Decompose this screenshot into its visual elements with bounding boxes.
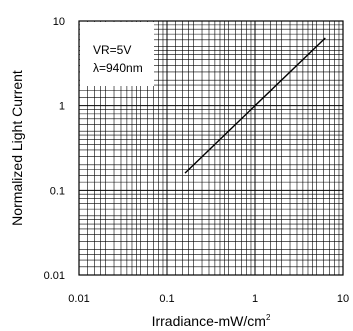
x-tick-label: 1 <box>252 293 258 305</box>
x-tick-labels: 0.01 0.1 1 10 <box>68 293 349 305</box>
y-tick-label: 0.1 <box>50 185 65 197</box>
y-tick-label: 0.01 <box>44 270 65 282</box>
x-axis-title: Irradiance-mW/cm2 <box>152 313 271 329</box>
series-line-0 <box>184 37 326 174</box>
x-tick-label: 0.1 <box>159 293 174 305</box>
plot-frame <box>78 20 344 276</box>
series-group <box>184 37 326 174</box>
x-tick-label: 10 <box>337 293 349 305</box>
y-tick-labels: 0.01 0.1 1 10 <box>44 16 65 282</box>
y-axis-title: Normalized Light Current <box>9 70 25 226</box>
x-axis-title-superscript: 2 <box>266 313 271 322</box>
annotation-wavelength: λ=940nm <box>93 61 143 75</box>
annotation-box <box>80 22 154 86</box>
y-tick-label: 10 <box>53 16 65 28</box>
annotation-vr: VR=5V <box>93 43 131 57</box>
x-tick-label: 0.01 <box>68 293 89 305</box>
y-tick-label: 1 <box>59 101 65 113</box>
x-axis-title-text: Irradiance-mW/cm <box>152 313 266 329</box>
